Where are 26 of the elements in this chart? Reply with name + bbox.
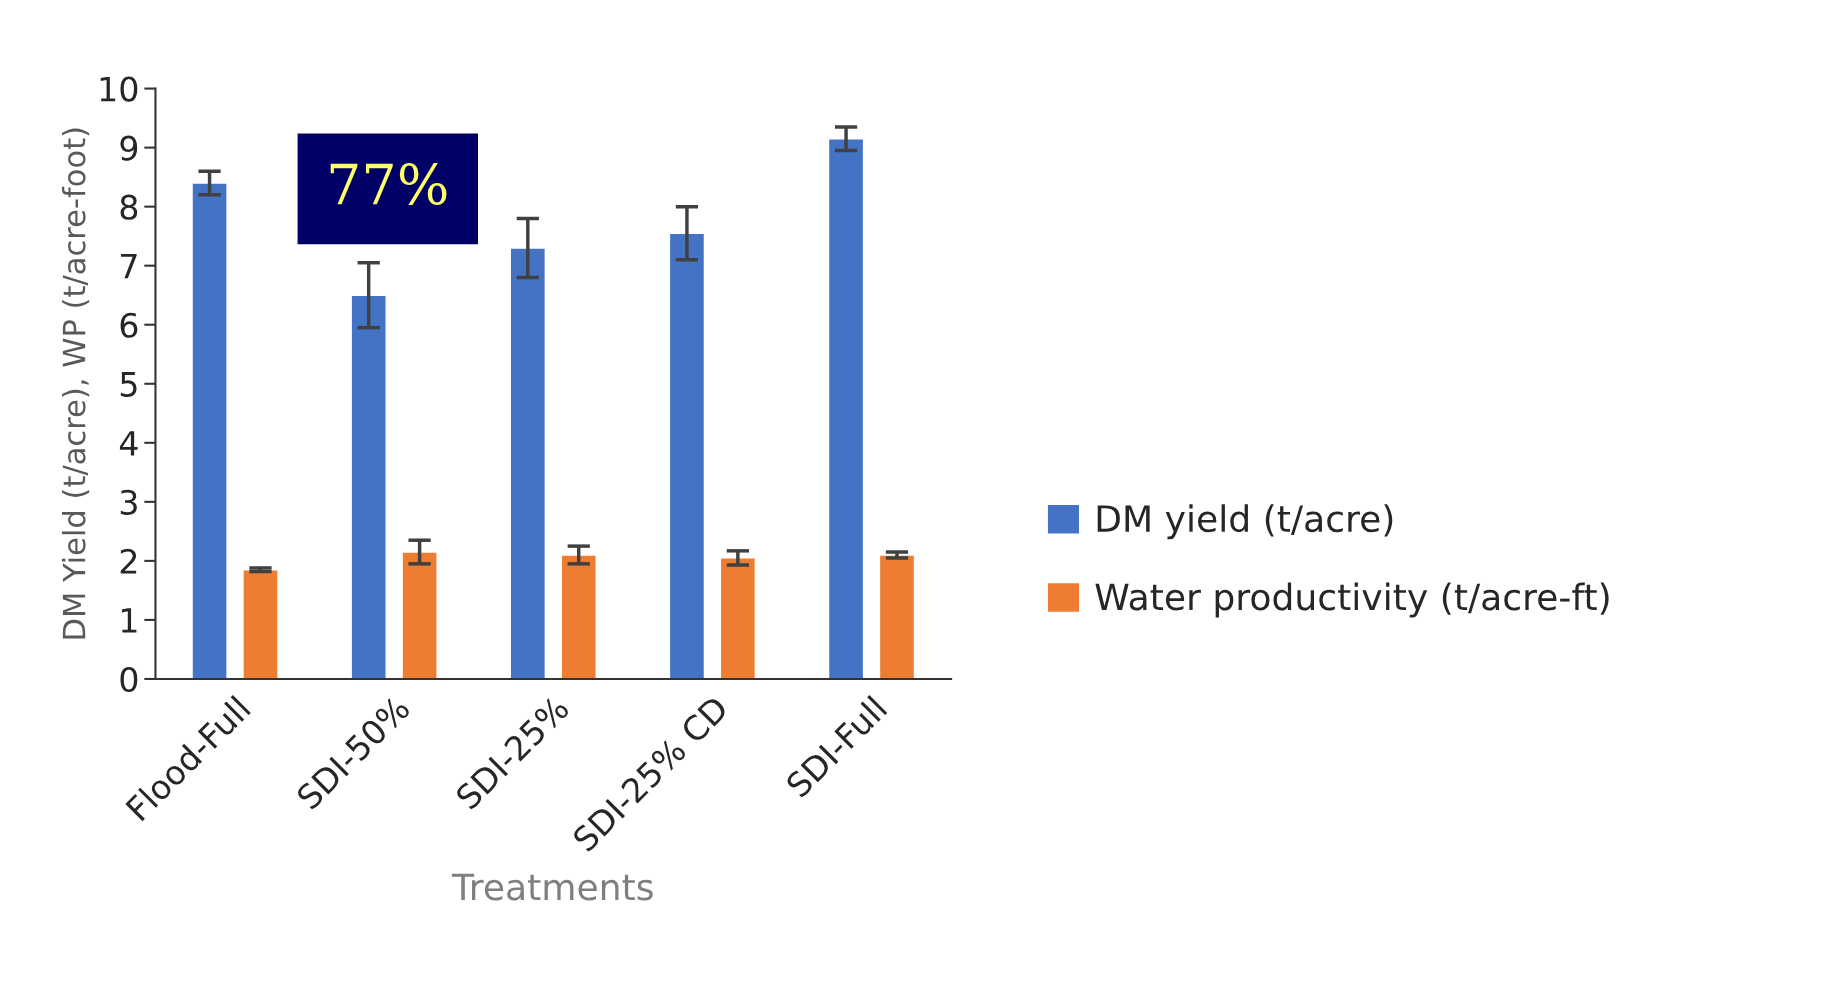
y-axis-title: DM Yield (t/acre), WP (t/acre-foot) [61,128,90,639]
bar [560,554,597,679]
bar [242,569,279,679]
y-tick-label: 8 [120,194,138,220]
bar [827,138,865,679]
y-tick-label: 6 [120,312,138,338]
legend-label: Water productivity (t/acre-ft) [1095,582,1609,618]
bar [878,554,916,679]
y-tick-label: 0 [120,666,138,693]
y-tick-label: 5 [120,372,137,397]
y-tick-label: 10 [100,76,138,102]
legend-label: DM yield (t/acre) [1097,504,1393,540]
bar [401,551,438,679]
y-tick-label: 1 [121,608,137,633]
y-tick-label: 2 [120,548,137,574]
bar [509,247,547,679]
bar [191,182,228,679]
x-axis-title: Treatments [451,873,653,901]
y-tick-label: 9 [120,135,138,161]
bar [719,557,757,679]
bar [668,232,706,679]
annotation: 77% [330,163,447,206]
y-tick-label: 3 [120,489,137,515]
bar [350,294,387,679]
y-tick-label: 4 [119,431,138,456]
y-tick-label: 7 [121,254,137,279]
